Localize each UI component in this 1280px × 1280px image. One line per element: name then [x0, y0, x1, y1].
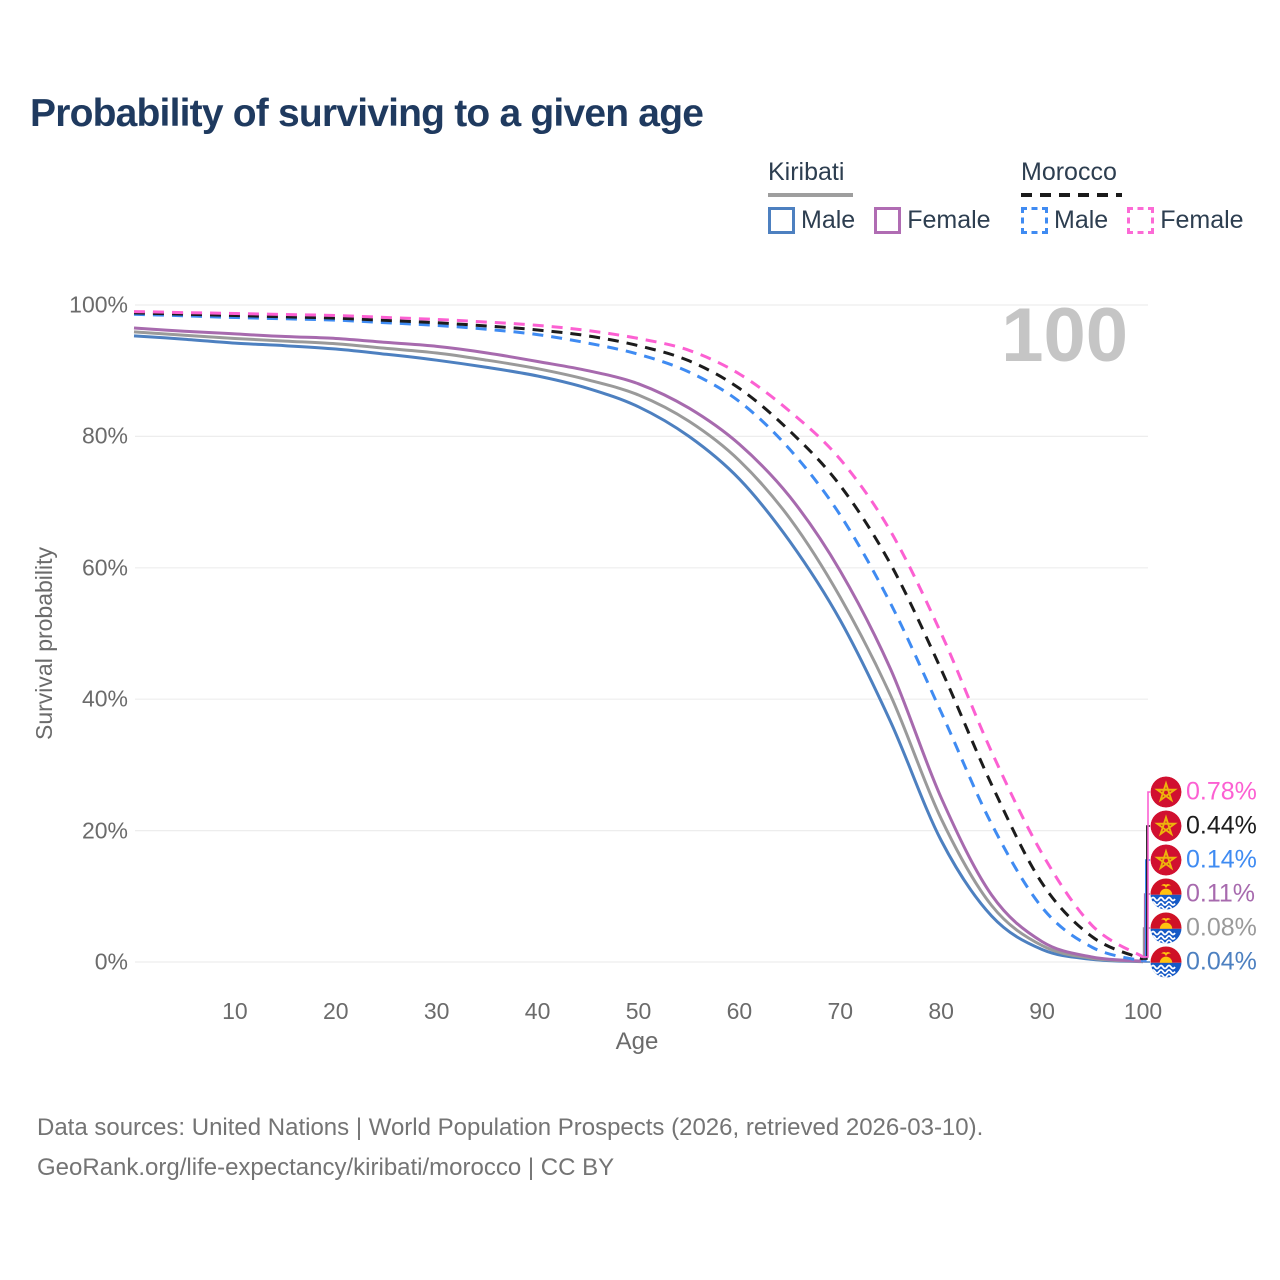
legend-item-morocco-male: Male	[1021, 206, 1108, 235]
curve-kiribati-male	[133, 334, 1144, 964]
legend-group-kiribati: Kiribati Male Female	[768, 158, 991, 235]
curve-kiribati-both-sexes	[133, 330, 1144, 963]
y-tick-label: 60%	[81, 554, 128, 581]
end-label-morocco-male: 0.14%	[1186, 845, 1257, 874]
legend-item-label: Female	[907, 206, 991, 234]
footer-data-sources: Data sources: United Nations | World Pop…	[37, 1114, 984, 1141]
x-tick-label: 30	[423, 998, 450, 1024]
legend-underline-kiribati-solid	[768, 193, 853, 197]
flag-morocco-icon	[1150, 776, 1182, 808]
curve-morocco-male	[133, 312, 1144, 963]
curve-morocco-female	[133, 310, 1144, 959]
x-tick-label: 60	[726, 998, 753, 1024]
legend-item-kiribati-female: Female	[874, 206, 991, 235]
legend-item-label: Male	[1054, 206, 1109, 234]
y-tick-label: 40%	[81, 685, 128, 712]
age-counter-watermark: 100	[1001, 293, 1128, 378]
flag-icons	[1150, 776, 1182, 978]
end-label-kiribati-male: 0.04%	[1186, 947, 1257, 976]
x-tick-label: 50	[625, 998, 652, 1024]
flag-morocco-icon	[1150, 844, 1182, 876]
legend-group-morocco: Morocco Male Female	[1021, 158, 1244, 235]
connector-morocco-female	[1141, 791, 1150, 958]
x-tick-label: 10	[222, 998, 248, 1024]
survival-curves	[133, 310, 1144, 964]
kiribati-female-swatch-icon	[874, 207, 902, 234]
legend-header-morocco: Morocco	[1021, 158, 1117, 186]
y-tick-label: 100%	[69, 291, 128, 318]
page-title: Probability of surviving to a given age	[30, 92, 704, 135]
end-label-morocco-female: 0.78%	[1186, 777, 1257, 806]
x-tick-label: 70	[827, 998, 854, 1024]
end-label-kiribati-both-sexes: 0.08%	[1186, 913, 1257, 942]
legend-item-morocco-female: Female	[1127, 206, 1244, 235]
flag-morocco-icon	[1150, 810, 1182, 842]
morocco-male-swatch-icon	[1021, 207, 1048, 234]
x-tick-label: 80	[928, 998, 954, 1024]
legend-item-label: Female	[1160, 206, 1244, 234]
x-tick-label: 40	[524, 998, 551, 1024]
morocco-female-swatch-icon	[1127, 207, 1155, 234]
x-axis-title: Age	[615, 1028, 659, 1055]
flag-kiribati-icon	[1150, 912, 1182, 944]
end-label-kiribati-female: 0.11%	[1186, 879, 1256, 908]
curve-kiribati-female	[133, 326, 1144, 963]
x-tick-label: 20	[323, 998, 349, 1024]
x-tick-label: 90	[1029, 998, 1055, 1024]
footer: Data sources: United Nations | World Pop…	[37, 1108, 983, 1188]
legend-item-label: Male	[801, 206, 856, 234]
end-label-morocco-both-sexes: 0.44%	[1186, 811, 1257, 840]
y-tick-label: 0%	[94, 948, 128, 975]
curve-morocco-both-sexes	[133, 311, 1144, 961]
label-connectors	[1141, 791, 1150, 963]
y-tick-label: 80%	[81, 422, 128, 449]
legend-underline-morocco-dashed	[1021, 193, 1122, 197]
gridlines	[135, 304, 1148, 963]
footer-attribution: GeoRank.org/life-expectancy/kiribati/mor…	[37, 1154, 615, 1181]
x-tick-label: 100	[1123, 998, 1163, 1024]
legend-item-kiribati-male: Male	[768, 206, 855, 235]
kiribati-male-swatch-icon	[768, 207, 795, 234]
flag-kiribati-icon	[1150, 878, 1182, 910]
y-tick-label: 20%	[81, 817, 128, 844]
flag-kiribati-icon	[1150, 946, 1182, 978]
legend-header-kiribati: Kiribati	[768, 158, 845, 186]
